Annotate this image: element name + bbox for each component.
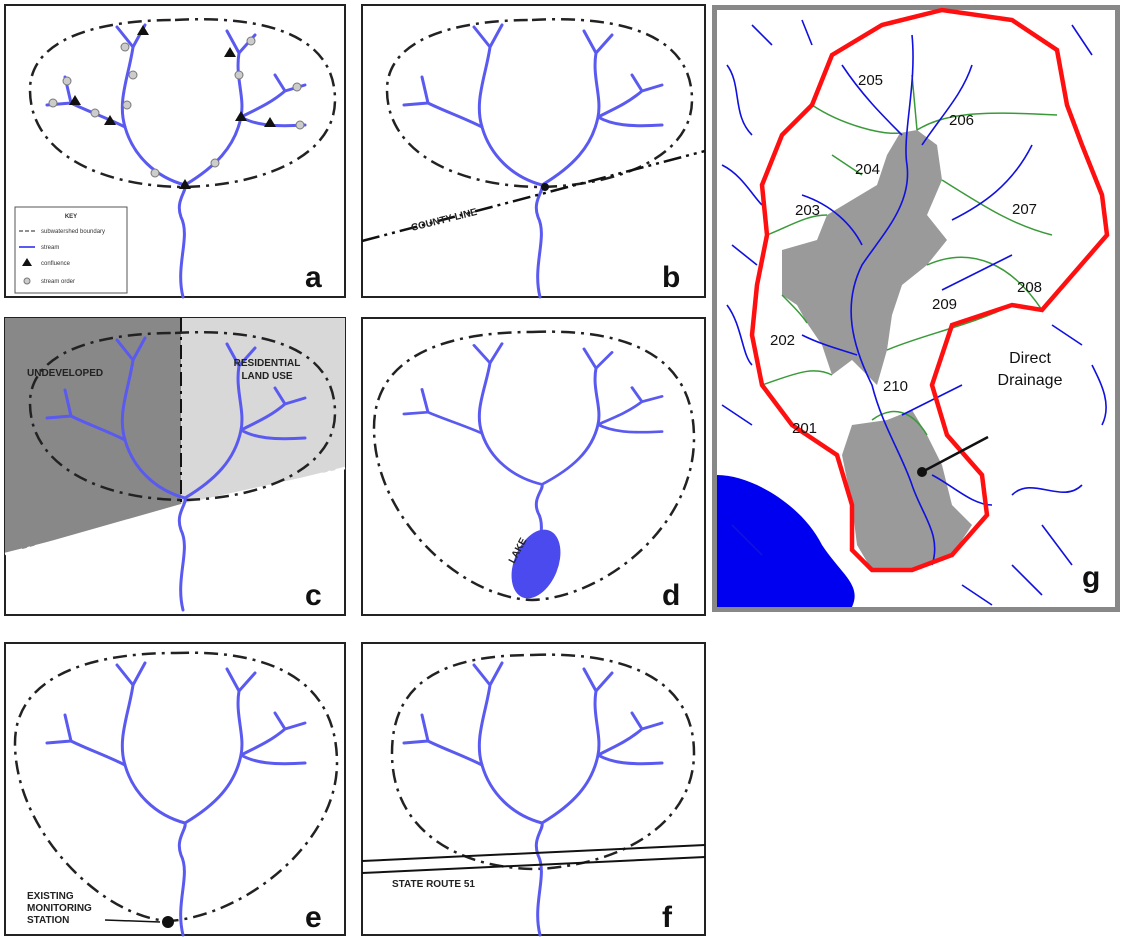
key-item: subwatershed boundary: [41, 229, 105, 235]
panel-a: KEY subwatershed boundary stream conflue…: [5, 5, 345, 297]
key-title: KEY: [65, 214, 77, 220]
residential-label: LAND USE: [241, 371, 292, 382]
subwatershed-label: 210: [883, 378, 908, 395]
subwatershed-label: 208: [1017, 279, 1042, 296]
key-item: stream: [41, 245, 59, 251]
subwatershed-label: 203: [795, 202, 820, 219]
station-label: EXISTING: [27, 891, 74, 902]
panel-c: UNDEVELOPED RESIDENTIAL LAND USE c: [5, 318, 345, 615]
panel-letter: g: [1082, 561, 1100, 594]
subwatershed-label: 205: [858, 72, 883, 89]
panel-e: EXISTING MONITORING STATION e: [5, 643, 345, 935]
panel-f: STATE ROUTE 51 f: [362, 643, 705, 935]
panel-d: LAKE d: [362, 318, 705, 615]
subwatershed-label: 206: [949, 112, 974, 129]
panel-frame: [362, 643, 705, 935]
subwatershed-label: 202: [770, 332, 795, 349]
station-label: MONITORING: [27, 903, 92, 914]
panel-letter: f: [662, 901, 673, 934]
undeveloped-label: UNDEVELOPED: [27, 368, 103, 379]
subwatershed-label: 207: [1012, 201, 1037, 218]
panel-letter: c: [305, 579, 322, 612]
panel-letter: b: [662, 261, 680, 294]
panel-frame: [362, 5, 705, 297]
residential-label: RESIDENTIAL: [234, 358, 301, 369]
key-item: stream order: [41, 279, 75, 285]
panel-letter: a: [305, 261, 322, 294]
pointer-dot: [917, 467, 927, 477]
panel-letter: e: [305, 901, 322, 934]
outlet: [541, 183, 549, 191]
panel-letter: d: [662, 579, 680, 612]
key-symbol: [24, 278, 30, 284]
road-label: STATE ROUTE 51: [392, 879, 475, 890]
subwatershed-label: 209: [932, 296, 957, 313]
figure: KEY subwatershed boundary stream conflue…: [0, 0, 1122, 937]
subwatershed-label: 201: [792, 420, 817, 437]
direct-drainage-label: Direct: [1009, 350, 1051, 367]
station-label: STATION: [27, 915, 69, 926]
direct-drainage-label: Drainage: [998, 372, 1063, 389]
panel-g: 205 206 204 203 207 208 209 202 210 201 …: [715, 8, 1118, 610]
subwatershed-label: 204: [855, 161, 880, 178]
panel-b: COUNTY LINE b: [362, 5, 705, 297]
key-item: confluence: [41, 261, 71, 267]
monitoring-station: [162, 916, 174, 928]
